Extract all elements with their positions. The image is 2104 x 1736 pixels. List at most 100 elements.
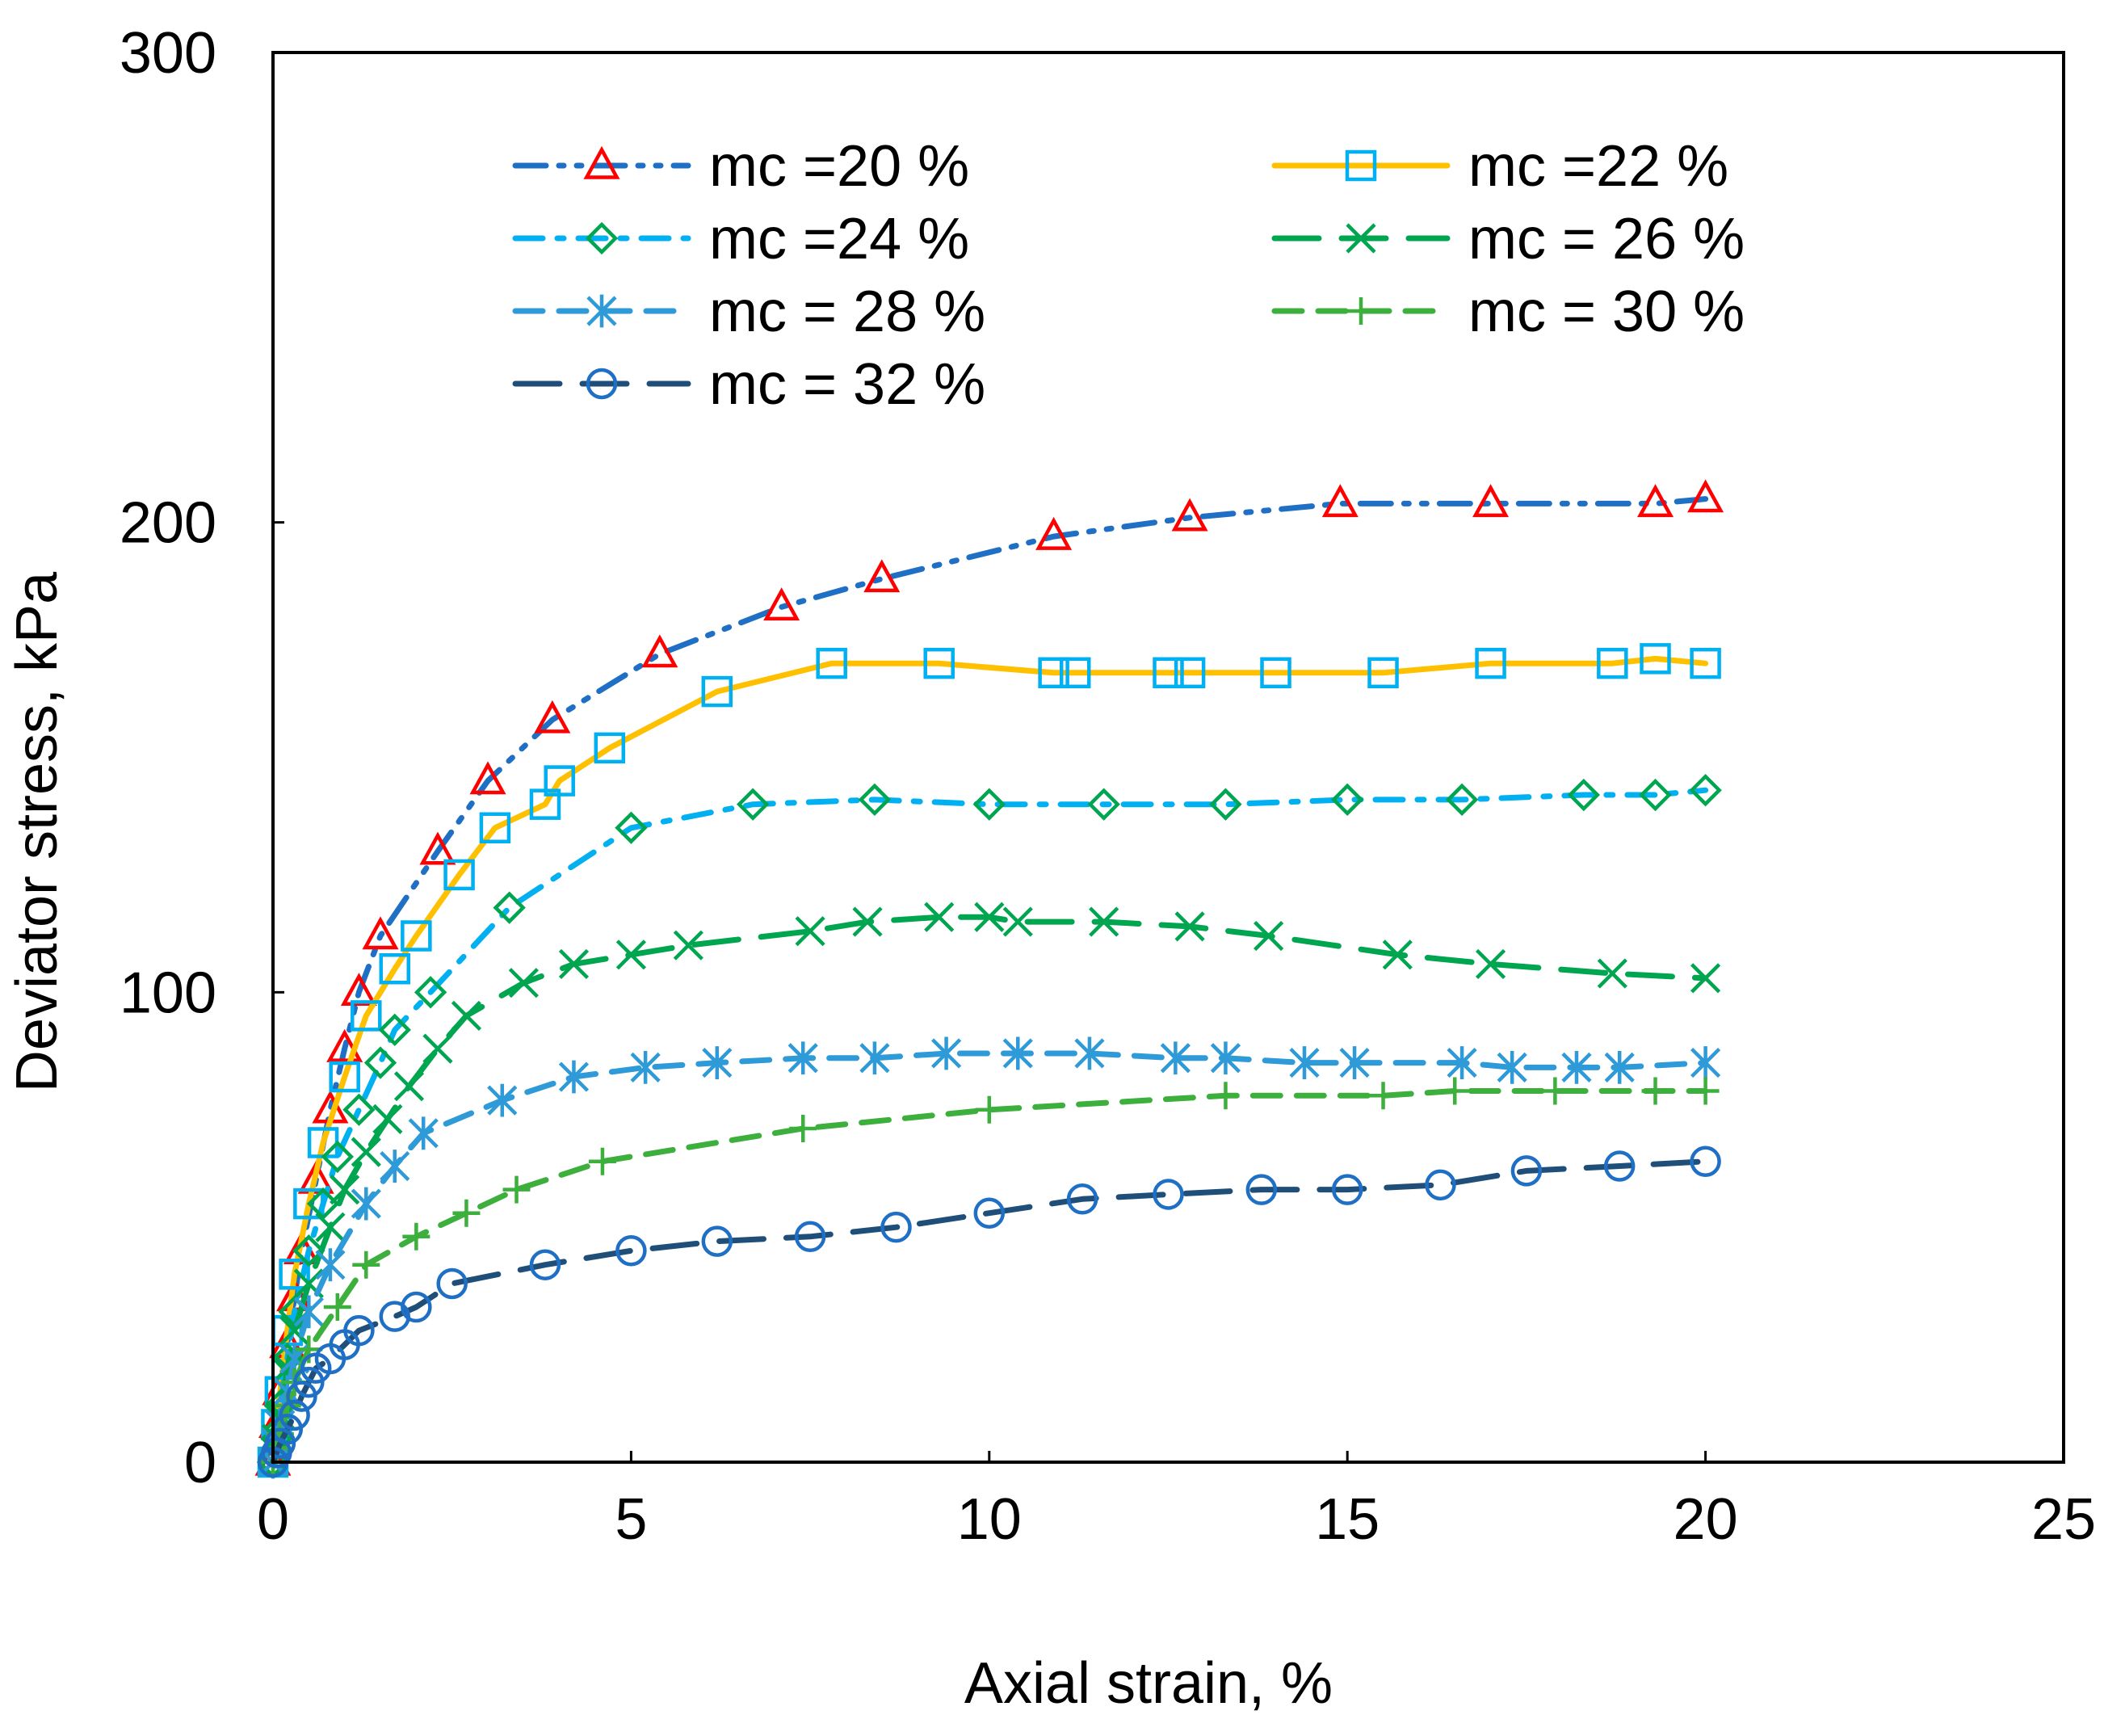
data-point — [789, 1115, 817, 1143]
data-point — [1059, 657, 1091, 689]
x-tick-label: 0 — [257, 1487, 289, 1552]
series-line — [270, 787, 1709, 1465]
data-point — [330, 1175, 360, 1205]
data-point — [1174, 657, 1206, 689]
data-point — [923, 647, 955, 679]
data-point — [279, 1399, 310, 1431]
legend-entry: mc = 26 % — [1271, 207, 1745, 271]
data-point — [594, 732, 626, 764]
data-point — [863, 559, 901, 593]
data-point — [414, 976, 447, 1009]
data-point — [1690, 1046, 1721, 1079]
data-point — [794, 1221, 826, 1253]
data-point — [615, 1235, 647, 1267]
data-point — [362, 916, 399, 950]
data-point — [493, 891, 526, 924]
data-point — [340, 973, 377, 1007]
data-point — [401, 1291, 432, 1323]
data-point — [1212, 1082, 1240, 1110]
x-tick-label: 5 — [615, 1487, 647, 1552]
legend-label: mc =20 % — [709, 134, 969, 199]
data-point — [534, 700, 571, 733]
data-point — [924, 902, 955, 932]
data-point — [1035, 516, 1073, 550]
x-tick-label: 10 — [957, 1487, 1022, 1552]
data-point — [702, 1046, 733, 1079]
data-point — [1475, 647, 1506, 679]
data-point — [1690, 647, 1721, 679]
data-point — [1038, 657, 1069, 689]
data-point — [323, 1293, 351, 1322]
data-point — [378, 1013, 411, 1047]
data-point — [469, 761, 506, 795]
data-point — [1066, 1183, 1098, 1215]
legend-marker — [585, 221, 619, 255]
data-point — [1171, 498, 1208, 532]
data-point — [1597, 647, 1628, 679]
data-point — [1087, 788, 1120, 821]
data-point — [1260, 657, 1291, 689]
data-point — [436, 1267, 468, 1300]
data-point — [1447, 1046, 1477, 1079]
data-point — [1331, 1174, 1363, 1205]
y-axis-title: Deviator stress, kPa — [5, 571, 69, 1092]
data-point — [1153, 1179, 1184, 1210]
data-point — [673, 930, 703, 960]
data-point — [615, 939, 646, 970]
series-layer — [254, 479, 1724, 1479]
data-point — [1541, 1077, 1569, 1105]
data-point — [443, 859, 475, 891]
data-point — [736, 788, 770, 821]
legend: mc =20 % mc =22 % mc =24 % mc = 26 % mc = 28… — [512, 134, 1745, 417]
data-point — [351, 1137, 381, 1167]
legend-marker — [1345, 149, 1377, 182]
data-point — [641, 634, 678, 668]
data-point — [351, 1000, 382, 1032]
plot-frame — [271, 51, 2065, 1464]
legend-entry: mc = 32 % — [512, 352, 985, 417]
data-point — [973, 1197, 1006, 1229]
data-point — [1641, 1077, 1669, 1105]
legend-label: mc = 26 % — [1468, 207, 1745, 271]
legend-marker — [1347, 297, 1375, 325]
data-point — [795, 916, 825, 947]
data-point — [1510, 1155, 1543, 1187]
data-point — [1002, 906, 1033, 937]
data-point — [1445, 783, 1479, 817]
data-point — [816, 647, 847, 679]
data-point — [1597, 958, 1627, 989]
legend-marker — [586, 294, 617, 328]
series-3 — [258, 902, 1721, 1477]
data-point — [315, 1212, 346, 1242]
data-point — [852, 906, 883, 937]
data-point — [558, 1060, 590, 1094]
data-point — [880, 1211, 912, 1243]
series-0 — [254, 479, 1724, 1476]
data-point — [393, 1071, 425, 1102]
data-point — [1690, 1145, 1721, 1177]
data-point — [1441, 1077, 1469, 1105]
data-point — [401, 920, 432, 952]
axes-layer: 0 5 10 15 20 25 0 100 200 300 — [120, 21, 2096, 1552]
data-point — [1210, 1041, 1241, 1075]
data-point — [1254, 920, 1284, 952]
data-point — [615, 811, 648, 844]
legend-entry: mc =20 % — [512, 134, 969, 199]
data-point — [293, 1295, 324, 1329]
series-line — [270, 496, 1709, 1465]
data-point — [558, 948, 590, 980]
data-point — [588, 1147, 616, 1175]
data-point — [1153, 657, 1184, 689]
data-point — [306, 1187, 340, 1221]
data-point — [379, 953, 411, 985]
data-point — [422, 1033, 453, 1064]
data-point — [352, 1251, 380, 1279]
y-tick-label: 100 — [120, 960, 216, 1025]
data-point — [452, 1199, 481, 1227]
series-line — [270, 655, 1709, 1465]
data-point — [1472, 484, 1510, 518]
data-point — [630, 1051, 661, 1084]
data-point — [293, 1366, 325, 1398]
